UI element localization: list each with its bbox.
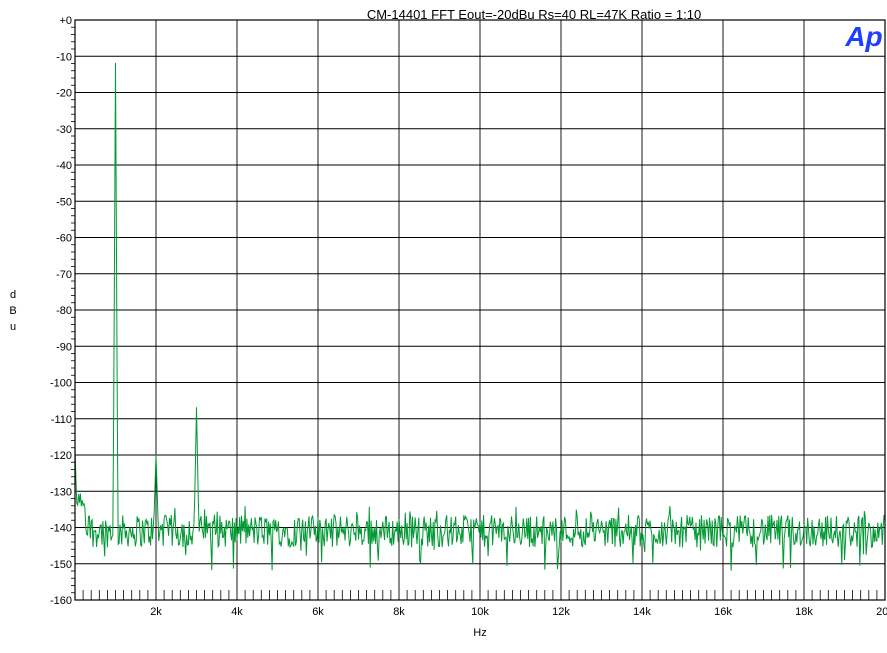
y-tick-label: -20 [56, 88, 72, 100]
x-tick-label: 18k [795, 606, 813, 618]
y-tick-label: -140 [50, 523, 72, 535]
y-tick-label: -60 [56, 233, 72, 245]
y-tick-labels: +0 -10 -20 -30 -40 -50 -60 -70 -80 -90 -100 -110 -12… [50, 15, 72, 607]
y-tick-label: -150 [50, 559, 72, 571]
x-tick-label: 10k [471, 606, 489, 618]
y-tick-label: -70 [56, 269, 72, 281]
y-axis-label-2: B [9, 305, 16, 317]
x-tick-label: 8k [393, 606, 405, 618]
y-tick-label: -90 [56, 341, 72, 353]
y-tick-label: -50 [56, 196, 72, 208]
x-tick-label: 4k [231, 606, 243, 618]
y-tick-label: -110 [51, 414, 72, 426]
peak-point [195, 407, 198, 409]
x-tick-label: 12k [552, 606, 570, 618]
y-tick-label: -130 [50, 486, 72, 498]
y-tick-label: -30 [56, 124, 72, 136]
x-tick-labels: 2k 4k 6k 8k 10k 12k 14k 16k 18k 20k [150, 606, 887, 618]
fft-trace-line [74, 63, 886, 571]
x-tick-label: 2k [150, 606, 162, 618]
peak-point [155, 454, 157, 456]
x-tick-label: 6k [312, 606, 324, 618]
trace-layer [74, 62, 886, 571]
y-axis-label-3: u [10, 321, 16, 333]
x-tick-label: 16k [714, 606, 732, 618]
grid-lines [75, 19, 886, 601]
plot-frame [74, 19, 886, 601]
y-tick-label: -120 [50, 450, 72, 462]
x-tick-label: 14k [633, 606, 651, 618]
y-tick-label: -80 [56, 305, 72, 317]
x-tick-label: 20k [876, 606, 887, 618]
y-axis-label-1: d [10, 289, 16, 301]
peak-point [114, 62, 117, 65]
y-tick-label: -40 [56, 160, 72, 172]
y-tick-label: -100 [50, 378, 72, 390]
y-tick-label: +0 [59, 15, 72, 27]
y-tick-label: -160 [50, 595, 72, 607]
y-tick-label: -10 [56, 51, 72, 63]
minor-ticks [71, 26, 878, 600]
ap-logo: Ap [844, 21, 882, 52]
chart-title: CM-14401 FFT Eout=-20dBu Rs=40 RL=47K Ra… [367, 7, 701, 22]
x-axis-label: Hz [473, 627, 486, 639]
